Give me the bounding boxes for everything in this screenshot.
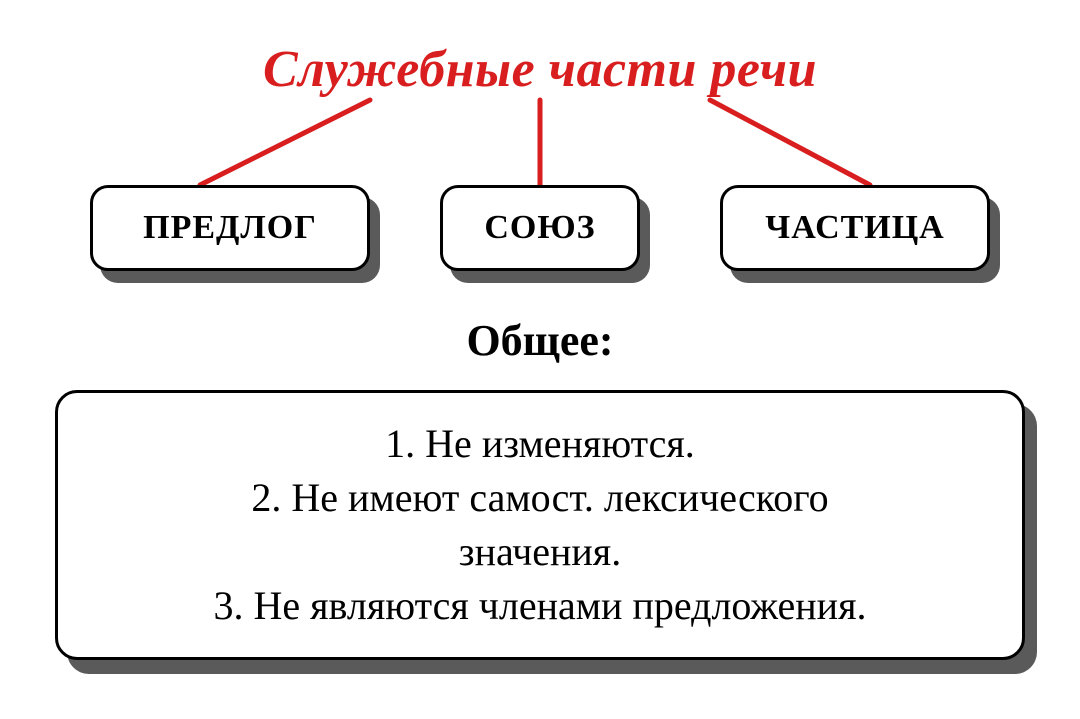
node-label: СОЮЗ — [484, 209, 595, 247]
panel-line: 3. Не являются членами предложения. — [214, 579, 867, 633]
diagram-title: Служебные части речи — [263, 40, 817, 99]
node-predlog: ПРЕДЛОГ — [90, 185, 370, 271]
node-soyuz: СОЮЗ — [440, 185, 640, 271]
node-box: ЧАСТИЦА — [720, 185, 990, 271]
panel-line: значения. — [459, 525, 621, 579]
description-panel: 1. Не изменяются.2. Не имеют самост. лек… — [55, 390, 1025, 660]
panel-line: 1. Не изменяются. — [385, 417, 695, 471]
node-chastica: ЧАСТИЦА — [720, 185, 990, 271]
node-label: ЧАСТИЦА — [765, 209, 945, 247]
subtitle: Общее: — [466, 315, 613, 366]
panel-line: 2. Не имеют самост. лексического — [251, 471, 828, 525]
description-panel-wrap: 1. Не изменяются.2. Не имеют самост. лек… — [55, 390, 1025, 660]
node-box: ПРЕДЛОГ — [90, 185, 370, 271]
node-label: ПРЕДЛОГ — [143, 209, 317, 247]
node-box: СОЮЗ — [440, 185, 640, 271]
